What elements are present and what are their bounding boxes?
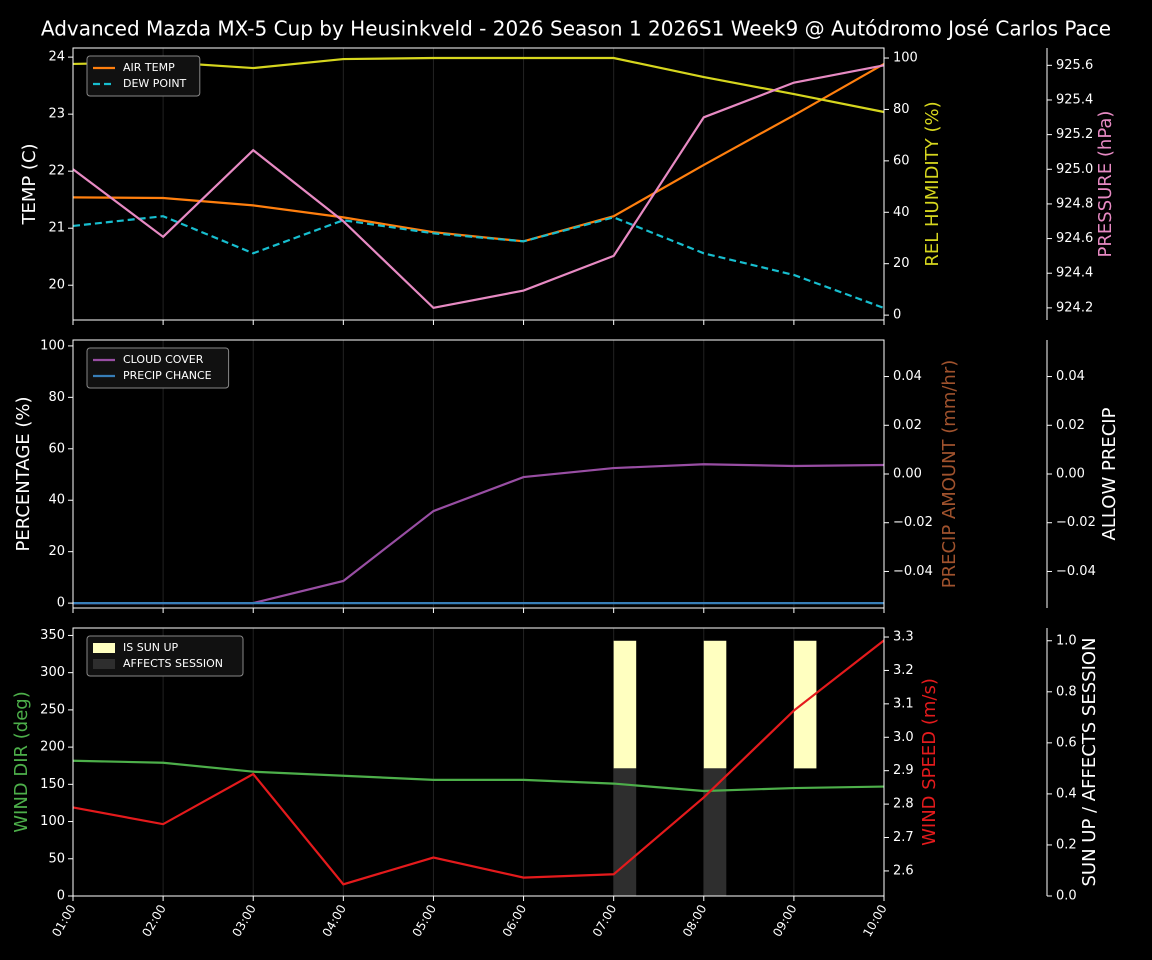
y3-tick-label: 0.04 — [1056, 369, 1085, 384]
bar — [703, 640, 727, 769]
y3-tick-label: 0.4 — [1056, 786, 1077, 801]
y3-axis-label: PRESSURE (hPa) — [1095, 111, 1116, 258]
y2-tick-label: 0 — [893, 308, 901, 323]
y-tick-label: 250 — [40, 702, 65, 717]
y-tick-label: 100 — [40, 814, 65, 829]
y3-tick-label: 924.6 — [1056, 231, 1093, 246]
legend-label: IS SUN UP — [123, 641, 179, 654]
legend-box — [86, 635, 244, 677]
y2-tick-label: 100 — [893, 51, 918, 66]
y-tick-label: 80 — [48, 390, 65, 405]
y2-tick-label: 80 — [893, 102, 910, 117]
legend-label: AFFECTS SESSION — [123, 657, 223, 670]
y2-tick-label: 3.1 — [893, 696, 914, 711]
y2-axis-label: WIND SPEED (m/s) — [919, 678, 940, 846]
y2-tick-label: 2.6 — [893, 863, 914, 878]
bar — [793, 640, 817, 769]
legend-label: DEW POINT — [123, 77, 187, 90]
y2-tick-label: 2.9 — [893, 763, 914, 778]
y3-tick-label: 925.0 — [1056, 162, 1093, 177]
series-line — [72, 639, 885, 886]
y-tick-label: 23 — [48, 107, 65, 122]
plot-frame — [72, 339, 885, 609]
y-axis-label: WIND DIR (deg) — [11, 691, 32, 833]
y-tick-label: 0 — [57, 889, 65, 904]
y2-tick-label: 3.0 — [893, 730, 914, 745]
y3-tick-label: 0.0 — [1056, 889, 1077, 904]
y3-tick-label: 925.2 — [1056, 127, 1093, 142]
y-tick-label: 150 — [40, 777, 65, 792]
legend-label: PRECIP CHANCE — [123, 369, 212, 382]
series-line — [72, 215, 885, 310]
y2-axis-label: REL HUMIDITY (%) — [922, 101, 943, 266]
series-line — [72, 64, 885, 310]
legend-swatch — [93, 659, 115, 669]
y3-tick-label: 0.00 — [1056, 467, 1085, 482]
y2-tick-label: 40 — [893, 205, 910, 220]
y-axis-label: TEMP (C) — [19, 143, 40, 225]
y3-tick-label: 925.4 — [1056, 92, 1093, 107]
y3-axis-label: ALLOW PRECIP — [1099, 407, 1120, 540]
y2-tick-label: 20 — [893, 256, 910, 271]
y2-tick-label: 2.8 — [893, 797, 914, 812]
y-tick-label: 24 — [48, 50, 65, 65]
y2-tick-label: −0.04 — [893, 564, 933, 579]
y3-tick-label: 0.2 — [1056, 837, 1077, 852]
y3-tick-label: −0.02 — [1056, 515, 1096, 530]
y-tick-label: 200 — [40, 740, 65, 755]
series-line — [72, 759, 885, 793]
y2-tick-label: 60 — [893, 153, 910, 168]
legend-swatch — [93, 643, 115, 653]
y3-tick-label: 0.8 — [1056, 684, 1077, 699]
y2-tick-label: 3.3 — [893, 630, 914, 645]
plot-frame — [72, 627, 885, 897]
plot-frame — [72, 47, 885, 321]
y-axis-label: PERCENTAGE (%) — [13, 396, 34, 551]
y3-tick-label: −0.04 — [1056, 564, 1096, 579]
chart-title: Advanced Mazda MX-5 Cup by Heusinkveld -… — [41, 17, 1111, 41]
y3-tick-label: 925.6 — [1056, 58, 1093, 73]
y2-tick-label: −0.02 — [893, 515, 933, 530]
y3-tick-label: 924.8 — [1056, 196, 1093, 211]
y-tick-label: 350 — [40, 628, 65, 643]
bar — [613, 640, 637, 769]
legend-label: CLOUD COVER — [123, 353, 204, 366]
y-tick-label: 0 — [57, 596, 65, 611]
legend-label: AIR TEMP — [123, 61, 175, 74]
y-tick-label: 21 — [48, 221, 65, 236]
y3-tick-label: 0.02 — [1056, 418, 1085, 433]
y2-tick-label: 0.04 — [893, 369, 922, 384]
y2-tick-label: 0.02 — [893, 418, 922, 433]
y2-tick-label: 2.7 — [893, 830, 914, 845]
y-tick-label: 20 — [48, 278, 65, 293]
bar — [703, 768, 727, 896]
y3-tick-label: 0.6 — [1056, 735, 1077, 750]
y3-tick-label: 924.2 — [1056, 300, 1093, 315]
y2-axis-label: PRECIP AMOUNT (mm/hr) — [939, 360, 960, 589]
y2-tick-label: 3.2 — [893, 663, 914, 678]
y3-tick-label: 924.4 — [1056, 266, 1093, 281]
series-line — [72, 56, 885, 114]
y3-axis-label: SUN UP / AFFECTS SESSION — [1079, 637, 1100, 886]
y-tick-label: 100 — [40, 338, 65, 353]
legend-box — [86, 347, 230, 389]
y3-tick-label: 1.0 — [1056, 633, 1077, 648]
legend-box — [86, 55, 201, 97]
y2-tick-label: 0.00 — [893, 467, 922, 482]
y-tick-label: 20 — [48, 544, 65, 559]
y-tick-label: 300 — [40, 665, 65, 680]
bar — [613, 768, 637, 896]
y-tick-label: 40 — [48, 493, 65, 508]
y-tick-label: 22 — [48, 164, 65, 179]
y-tick-label: 50 — [48, 851, 65, 866]
y-tick-label: 60 — [48, 441, 65, 456]
